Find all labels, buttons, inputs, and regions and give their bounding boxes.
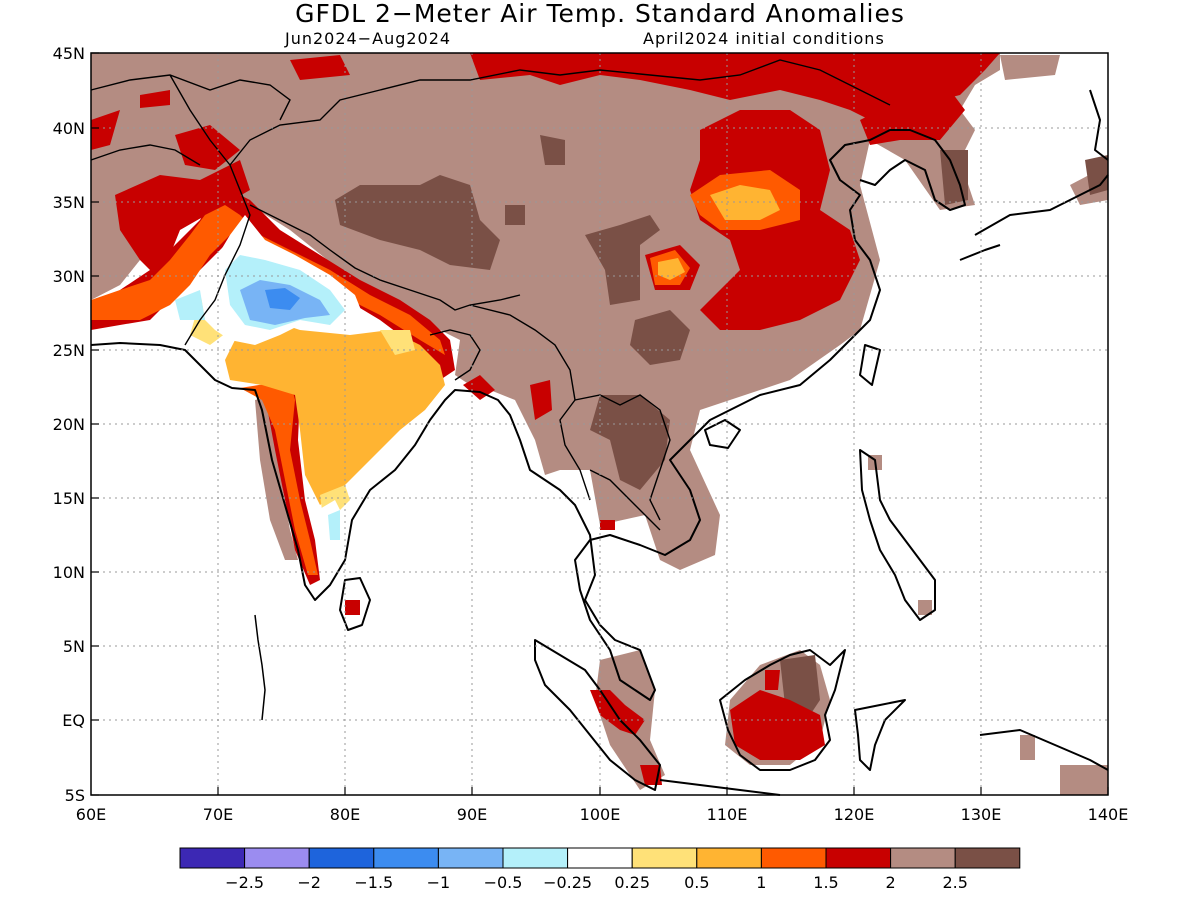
colorbar-swatch [696, 847, 762, 869]
lon-label: 60E [76, 805, 106, 824]
colorbar-label: 1 [756, 873, 766, 892]
anomaly-darkbrown-tibet [335, 175, 500, 270]
colorbar-label: −2.5 [225, 873, 264, 892]
colorbar-swatch [954, 847, 1021, 869]
colorbar-label: −0.5 [484, 873, 523, 892]
border-thailand-cambodia [589, 469, 661, 531]
colorbar-swatch [890, 847, 956, 869]
country-borders [90, 59, 891, 531]
lon-label: 120E [834, 805, 875, 824]
lon-label: 100E [580, 805, 621, 824]
colorbar-swatch [179, 847, 246, 869]
lon-label: 140E [1088, 805, 1129, 824]
lat-label: 35N [53, 193, 85, 212]
coastline-newguinea [979, 729, 1109, 771]
colorbar-label: −2 [297, 873, 321, 892]
coastline-sumatra [534, 639, 661, 791]
anomaly-red-north [470, 53, 1000, 125]
border-laos-vietnam [574, 394, 671, 521]
colorbar-swatch [567, 847, 633, 869]
anomaly-gold-india [225, 320, 445, 505]
lat-label: 30N [53, 267, 85, 286]
colorbar-swatch [373, 847, 439, 869]
border-central-asia [90, 74, 291, 166]
lon-label: 130E [961, 805, 1002, 824]
lat-label: 10N [53, 563, 85, 582]
colorbar-swatch [631, 847, 698, 869]
colorbar-label: −1.5 [354, 873, 393, 892]
gridlines [91, 53, 1108, 795]
lat-label: 5N [63, 637, 85, 656]
colorbar-swatch [502, 847, 569, 869]
coastline-philippines [859, 449, 936, 621]
forecast-period: Jun2024−Aug2024 [285, 29, 452, 48]
border-india-pakistan [184, 164, 251, 346]
anomaly-gold-china [658, 185, 780, 280]
lat-label: 15N [53, 489, 85, 508]
lon-label: 110E [707, 805, 748, 824]
anomaly-darkbrown-indochina [590, 310, 690, 490]
lon-label: 80E [330, 805, 360, 824]
lat-label: 20N [53, 415, 85, 434]
lon-label: 90E [457, 805, 487, 824]
border-china-north [229, 59, 891, 166]
colorbar-swatch [244, 847, 310, 869]
anomaly-blue-india [265, 288, 300, 310]
lat-label: 40N [53, 119, 85, 138]
initial-conditions: April2024 initial conditions [643, 29, 885, 48]
colorbar-swatch [437, 847, 504, 869]
colorbar: −2.5 −2 −1.5 −1 −0.5 −0.25 0.25 0.5 1 1.5 2 2.5 [179, 847, 1021, 892]
anomaly-red-myanmar [463, 375, 552, 420]
lat-label: 25N [53, 341, 85, 360]
border-himalaya [249, 204, 521, 311]
latitude-labels: 45N 40N 35N 30N 25N 20N 15N 10N 5N EQ 5S [53, 44, 85, 805]
coastline-sulawesi [854, 699, 906, 771]
coastline-java [659, 779, 781, 796]
border-myanmar [469, 304, 591, 501]
axis-ticks [91, 52, 1109, 796]
lat-label: 45N [53, 44, 85, 63]
anomaly-red-sumatra [590, 690, 662, 785]
anomaly-darkbrown-korea-japan [940, 150, 1108, 205]
anomaly-red-srilanka [345, 600, 360, 615]
coastline-japan [959, 89, 1109, 261]
coastline-borneo [719, 649, 846, 771]
colorbar-label: 2.5 [942, 873, 967, 892]
colorbar-swatch [760, 847, 827, 869]
colorbar-label: 2 [886, 873, 896, 892]
anomaly-red-westasia [91, 110, 250, 280]
colorbar-label: −0.25 [543, 873, 592, 892]
anomaly-field [91, 53, 1108, 795]
lon-label: 70E [203, 805, 233, 824]
coastline-hainan [704, 419, 741, 449]
colorbar-label: 1.5 [813, 873, 838, 892]
anomaly-darkbrown-china [505, 135, 660, 305]
anomaly-red-borneo [730, 670, 825, 760]
colorbar-swatch [308, 847, 375, 869]
map-title: GFDL 2−Meter Air Temp. Standard Anomalie… [295, 0, 905, 28]
coastline-taiwan [859, 344, 881, 386]
anomaly-orange-india [91, 205, 445, 575]
lat-label: EQ [62, 711, 85, 730]
coastline-srilanka [339, 577, 371, 631]
colorbar-swatch [825, 847, 892, 869]
colorbar-label: 0.5 [684, 873, 709, 892]
colorbar-label: 0.25 [614, 873, 650, 892]
coastline-maldives [254, 614, 266, 721]
colorbar-label: −1 [427, 873, 451, 892]
border-bangladesh [429, 329, 481, 381]
longitude-labels: 60E 70E 80E 90E 100E 110E 120E 130E 140E [76, 805, 1129, 824]
lat-label: 5S [65, 786, 85, 805]
